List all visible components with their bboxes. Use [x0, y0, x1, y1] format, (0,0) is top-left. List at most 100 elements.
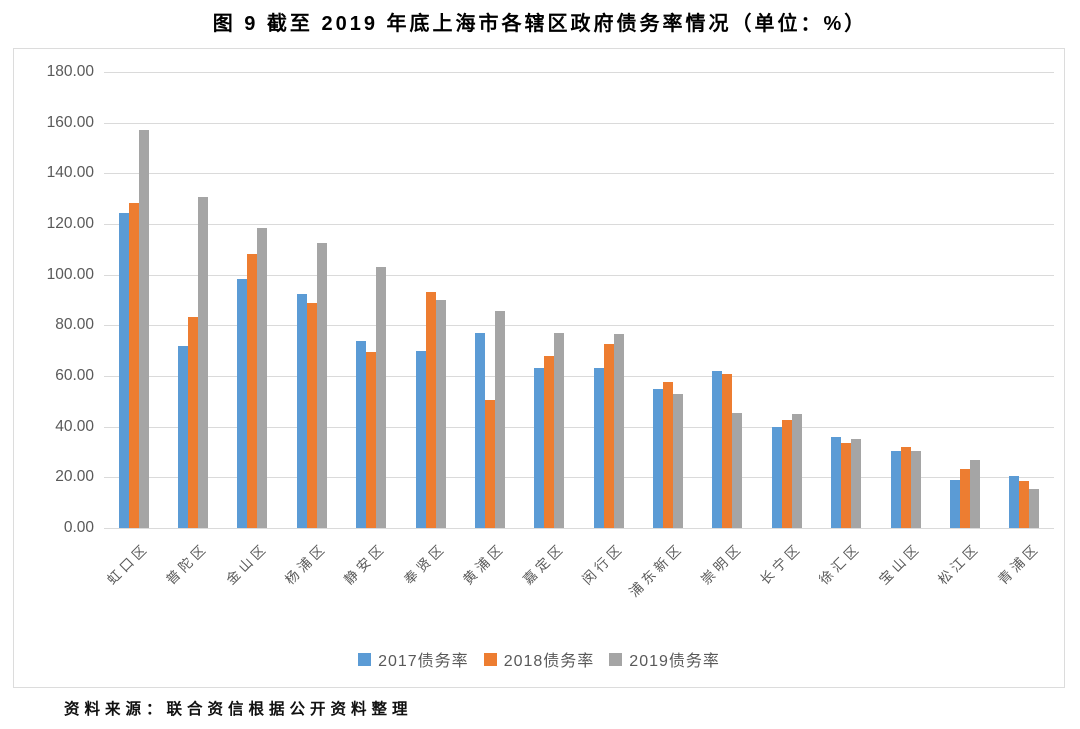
bar-group — [282, 72, 341, 528]
bar-2019债务率 — [138, 130, 149, 528]
y-axis-tick-label: 60.00 — [55, 367, 94, 384]
y-axis-tick-label: 20.00 — [55, 468, 94, 485]
bar-group — [817, 72, 876, 528]
bar-2017债务率 — [712, 370, 723, 528]
bar-2018债务率 — [722, 373, 733, 528]
bar-2017债务率 — [831, 436, 842, 528]
gridline — [104, 275, 1054, 276]
legend: 2017债务率 2018债务率 2019债务率 — [14, 647, 1064, 671]
bar-group — [104, 72, 163, 528]
bar-2019债务率 — [257, 227, 268, 528]
bar-2017债务率 — [356, 340, 367, 528]
bar-2019债务率 — [1029, 488, 1040, 528]
x-axis-label: 宝山区 — [876, 539, 924, 588]
gridline — [104, 427, 1054, 428]
bar-2018债务率 — [366, 351, 377, 528]
bar-2017债务率 — [118, 212, 129, 528]
bar-2019债务率 — [435, 300, 446, 528]
bar-2017债务率 — [415, 350, 426, 528]
legend-item: 2018债务率 — [483, 647, 595, 671]
x-axis-label: 黄浦区 — [460, 539, 509, 588]
gridline — [104, 123, 1054, 124]
source-note: 资料来源：联合资信根据公开资料整理 — [64, 701, 413, 718]
gridline — [104, 325, 1054, 326]
y-axis-tick-label: 80.00 — [55, 316, 94, 333]
bar-2019债务率 — [791, 414, 802, 528]
bar-2017债务率 — [178, 345, 189, 528]
bar-2018债务率 — [128, 202, 139, 528]
bar-2018债务率 — [603, 344, 614, 528]
bar-group — [401, 72, 460, 528]
y-axis-tick-label: 120.00 — [46, 215, 94, 232]
y-axis-tick-label: 180.00 — [46, 63, 94, 80]
legend-item: 2019债务率 — [609, 647, 720, 671]
bar-2018债务率 — [247, 254, 258, 528]
bar-group — [520, 72, 579, 528]
bars-layer — [104, 72, 1054, 528]
x-axis-label: 静安区 — [341, 539, 390, 588]
x-axis-label: 崇明区 — [697, 539, 746, 588]
bar-2019债务率 — [554, 332, 565, 528]
bar-2019债务率 — [969, 459, 980, 528]
legend-item: 2017债务率 — [358, 647, 469, 671]
x-axis-label: 杨浦区 — [282, 539, 330, 588]
bar-2017债务率 — [296, 293, 307, 528]
bar-2019债务率 — [376, 267, 387, 528]
y-axis-tick-label: 160.00 — [46, 114, 94, 131]
bar-2018债务率 — [306, 302, 317, 528]
gridline — [104, 72, 1054, 73]
bar-2018债务率 — [841, 443, 852, 528]
legend-label: 2017债务率 — [378, 653, 469, 670]
bar-group — [342, 72, 401, 528]
legend-label: 2018债务率 — [503, 653, 595, 670]
x-axis-label: 虹口区 — [104, 539, 152, 588]
bar-2018债务率 — [663, 382, 674, 528]
bar-2017债务率 — [771, 426, 782, 528]
bar-2018债务率 — [781, 420, 792, 528]
chart-title: 图 9 截至 2019 年底上海市各辖区政府债务率情况（单位：%） — [212, 13, 868, 35]
bar-group — [995, 72, 1054, 528]
gridline — [104, 224, 1054, 225]
y-axis-tick-label: 40.00 — [55, 418, 94, 435]
bar-group — [579, 72, 638, 528]
legend-label: 2019债务率 — [629, 653, 720, 670]
x-axis-label: 青浦区 — [994, 539, 1043, 588]
bar-2017债务率 — [237, 278, 248, 528]
bar-2018债务率 — [1019, 481, 1030, 528]
legend-swatch — [483, 652, 497, 666]
bar-group — [698, 72, 757, 528]
bar-2019债务率 — [613, 334, 624, 528]
bar-2019债务率 — [316, 243, 327, 528]
gridline — [104, 477, 1054, 478]
x-axis-label: 嘉定区 — [519, 539, 568, 588]
bar-2017债务率 — [534, 368, 545, 528]
bar-2017债务率 — [949, 479, 960, 528]
bar-2019债务率 — [494, 311, 505, 528]
legend-swatch — [609, 652, 623, 666]
x-axis-label: 金山区 — [222, 539, 271, 588]
y-axis-labels: 180.00 160.00 140.00 120.00 100.00 80.00 60.00… — [14, 49, 94, 687]
bar-group — [223, 72, 282, 528]
bar-2018债务率 — [484, 400, 495, 528]
bar-2019债务率 — [910, 450, 921, 528]
x-axis-label: 闵行区 — [579, 539, 627, 588]
bar-2019债务率 — [732, 412, 743, 528]
bar-2017债务率 — [653, 388, 664, 528]
bar-group — [876, 72, 935, 528]
x-axis-label: 松江区 — [935, 539, 984, 588]
x-axis-label: 普陀区 — [163, 539, 212, 588]
bar-group — [638, 72, 697, 528]
bar-2017债务率 — [593, 368, 604, 528]
plot-area — [104, 72, 1054, 529]
bar-2018债务率 — [188, 316, 199, 528]
bar-2019债务率 — [851, 439, 862, 528]
bar-group — [935, 72, 994, 528]
y-axis-tick-label: 100.00 — [46, 266, 94, 283]
bar-2018债务率 — [544, 355, 555, 528]
bar-2017债务率 — [890, 450, 901, 528]
x-axis-label: 徐汇区 — [816, 539, 865, 588]
gridline — [104, 173, 1054, 174]
x-axis-label: 奉贤区 — [401, 539, 449, 588]
bar-2019债务率 — [673, 393, 684, 528]
bar-2019债务率 — [198, 197, 209, 528]
